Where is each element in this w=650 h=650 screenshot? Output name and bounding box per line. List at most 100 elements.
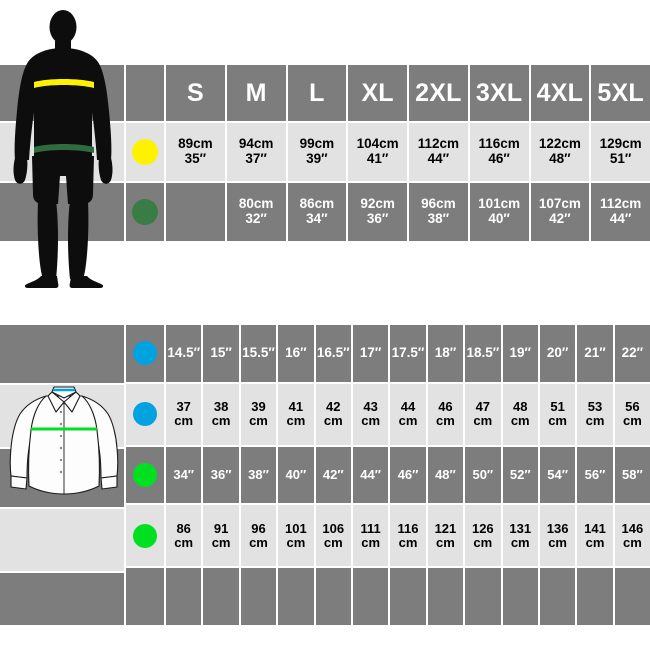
chest-inch-6: 46″ — [390, 446, 426, 504]
chest-inch-7: 48″ — [427, 446, 464, 504]
waist-value-l: 86cm 34″ — [287, 183, 347, 241]
collar-header-9: 19″ — [502, 325, 538, 382]
figure-cell-spacer — [0, 384, 124, 445]
collar-cm-1: 38 cm — [203, 383, 239, 445]
chest-cm-5: 111 cm — [352, 505, 389, 567]
shirt-measurements-table: 14.5″ 15″ 15.5″ 16″ 16.5″ 17″ 17.5″ 18″ … — [0, 325, 650, 625]
waist-measure-line — [34, 144, 94, 153]
chest-cm-7: 121 cm — [427, 505, 464, 567]
figure-cell-spacer — [0, 505, 124, 566]
chest-inch-1: 36″ — [203, 446, 239, 504]
figure-cell-spacer — [0, 183, 124, 241]
chest-cm-1: 91 cm — [203, 505, 239, 567]
collar-header-12: 22″ — [614, 325, 650, 382]
collar-cm-2: 39 cm — [240, 383, 277, 445]
footer-dot-cell — [126, 568, 164, 625]
footer-cell-4 — [315, 568, 351, 625]
table-row-size-headers: S M L XL 2XL 3XL 4XL 5XL — [0, 65, 650, 121]
collar-header-7: 18″ — [427, 325, 464, 382]
collar-header-10: 20″ — [539, 325, 576, 382]
chest-cm-6: 116 cm — [390, 505, 426, 567]
waist-value-2xl: 96cm 38″ — [409, 183, 468, 241]
figure-cell-spacer — [0, 123, 124, 181]
size-header-2xl: 2XL — [409, 65, 468, 121]
collar-header-2: 15.5″ — [240, 325, 277, 382]
footer-cell-0 — [166, 568, 202, 625]
size-header-xl: XL — [348, 65, 407, 121]
chest-cm-0: 86 cm — [166, 505, 202, 567]
yellow-dot-icon — [132, 139, 158, 165]
chest-inch-5: 44″ — [352, 446, 389, 504]
collar-cm-9: 48 cm — [502, 383, 538, 445]
chest-inch-11: 56″ — [577, 446, 613, 504]
collar-header-4: 16.5″ — [315, 325, 351, 382]
chest-value-4xl: 122cm 48″ — [530, 123, 590, 181]
waist-value-m: 80cm 32″ — [226, 183, 286, 241]
waist-value-5xl: 112cm 44″ — [591, 183, 650, 241]
chest-value-s: 89cm 35″ — [166, 123, 225, 181]
footer-cell-11 — [577, 568, 613, 625]
table-row-collar-cm: 37 cm 38 cm 39 cm 41 cm 42 cm 43 cm 44 cm 46 cm … — [0, 383, 650, 445]
collar-header-3: 16″ — [278, 325, 314, 382]
collar-cm-3: 41 cm — [278, 383, 314, 445]
collar-cm-0: 37 cm — [166, 383, 202, 445]
chest-inch-0: 34″ — [166, 446, 202, 504]
chest-cm-12: 146 cm — [614, 505, 650, 567]
footer-cell-8 — [465, 568, 501, 625]
table-row-chest-cm: 86 cm 91 cm 96 cm 101 cm 106 cm 111 cm 116 cm 1… — [0, 505, 650, 567]
chest-cm-11: 141 cm — [577, 505, 613, 567]
size-header-s: S — [166, 65, 225, 121]
figure-cell-spacer — [0, 447, 124, 504]
footer-cell-12 — [614, 568, 650, 625]
legend-cell-spacer — [126, 65, 164, 121]
chest-measure-line — [34, 79, 94, 88]
table-row-chest: 89cm 35″ 94cm 37″ 99cm 39″ 104cm 41″ 112… — [0, 123, 650, 181]
collar-header-8: 18.5″ — [465, 325, 501, 382]
footer-cell-1 — [203, 568, 239, 625]
collar-header-6: 17.5″ — [390, 325, 426, 382]
chest-inch-4: 42″ — [315, 446, 351, 504]
table-row-waist: 80cm 32″ 86cm 34″ 92cm 36″ 96cm 38″ 101c… — [0, 183, 650, 241]
shirt-figure-band-5 — [0, 573, 124, 625]
chest-cm-2: 96 cm — [240, 505, 277, 567]
footer-cell-6 — [390, 568, 426, 625]
collar-cm-5: 43 cm — [352, 383, 389, 445]
footer-cell-7 — [427, 568, 464, 625]
table-row-footer-blank — [0, 568, 650, 625]
footer-cell-5 — [352, 568, 389, 625]
figure-cell-spacer — [0, 325, 124, 382]
size-header-4xl: 4XL — [530, 65, 590, 121]
size-header-5xl: 5XL — [591, 65, 650, 121]
size-header-l: L — [287, 65, 347, 121]
chest-inch-3: 40″ — [278, 446, 314, 504]
collar-cm-dot-cell — [126, 383, 164, 445]
dress-shirt-illustration-icon — [9, 386, 119, 495]
chest-value-2xl: 112cm 44″ — [409, 123, 468, 181]
collar-cm-12: 56 cm — [614, 383, 650, 445]
chest-value-5xl: 129cm 51″ — [591, 123, 650, 181]
footer-cell-2 — [240, 568, 277, 625]
chest-cm-3: 101 cm — [278, 505, 314, 567]
table-row-collar-headers: 14.5″ 15″ 15.5″ 16″ 16.5″ 17″ 17.5″ 18″ … — [0, 325, 650, 382]
shirt-figure-band-4 — [0, 509, 124, 571]
collar-header-5: 17″ — [352, 325, 389, 382]
chest-cm-10: 136 cm — [539, 505, 576, 567]
waist-legend-dot-cell — [126, 183, 164, 241]
collar-header-11: 21″ — [577, 325, 613, 382]
blue-dot-icon — [133, 341, 157, 366]
collar-header-0: 14.5″ — [166, 325, 202, 382]
chest-cm-9: 131 cm — [502, 505, 538, 567]
waist-value-xl: 92cm 36″ — [348, 183, 407, 241]
chest-cm-4: 106 cm — [315, 505, 351, 567]
size-header-3xl: 3XL — [469, 65, 529, 121]
figure-cell-spacer — [0, 65, 124, 121]
male-body-silhouette-icon — [13, 10, 113, 288]
chest-inch-dot-cell — [126, 446, 164, 504]
chest-inch-2: 38″ — [240, 446, 277, 504]
waist-value-4xl: 107cm 42″ — [530, 183, 590, 241]
figure-cell-spacer — [0, 568, 124, 625]
collar-cm-11: 53 cm — [577, 383, 613, 445]
green-dot-icon — [133, 462, 157, 487]
blue-dot-icon — [133, 402, 157, 427]
chest-inch-12: 58″ — [614, 446, 650, 504]
